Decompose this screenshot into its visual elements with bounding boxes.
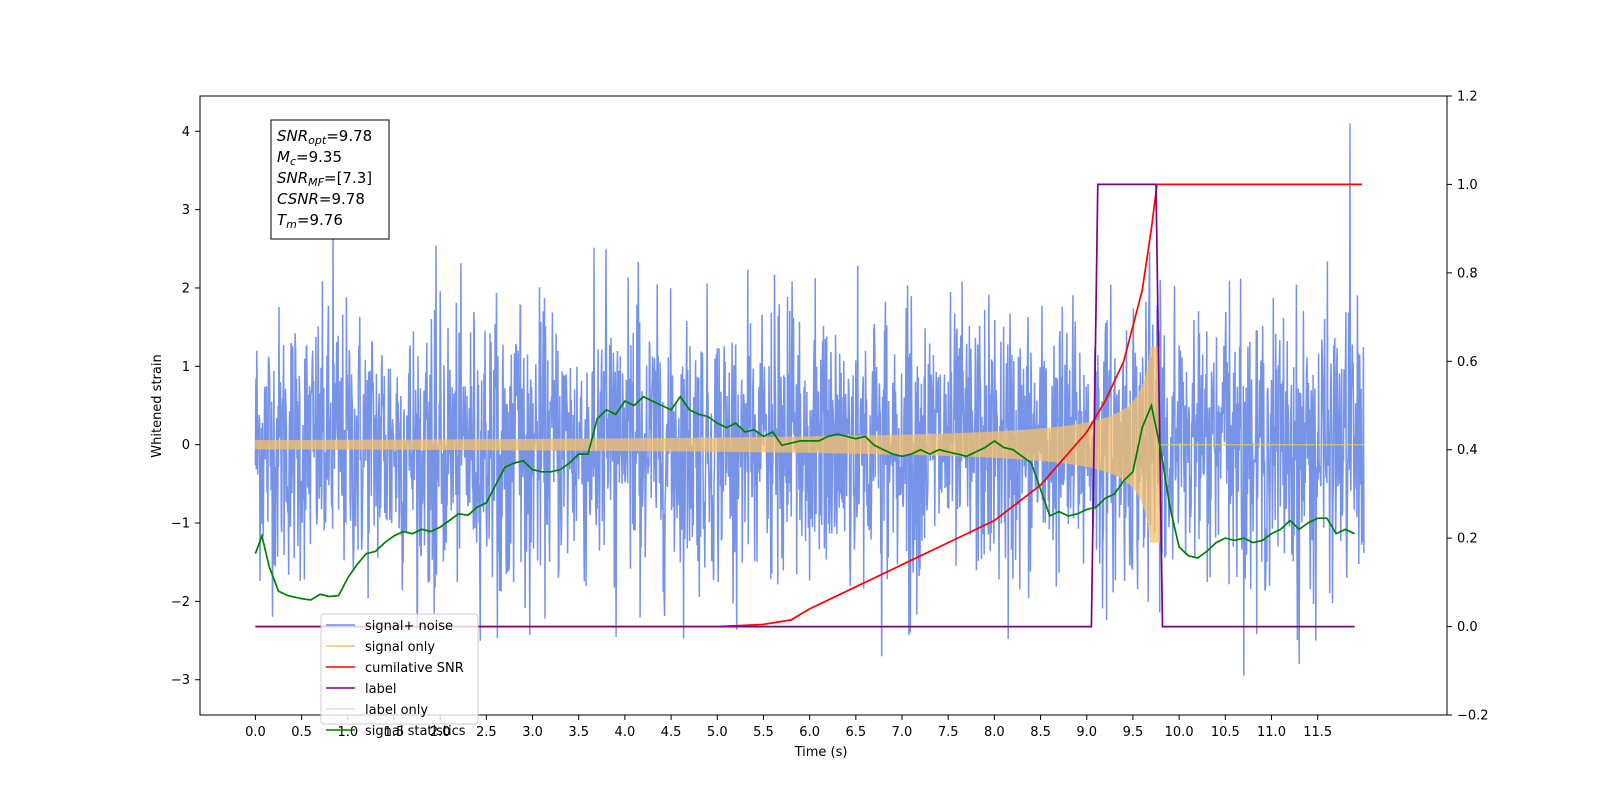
y-right-tick-label: 0.4: [1457, 443, 1478, 458]
y-left-tick-label: 2: [182, 281, 190, 296]
info-line: CSNR=9.78: [277, 190, 365, 208]
x-tick-label: 11.5: [1303, 725, 1332, 740]
x-tick-label: 0.5: [291, 725, 312, 740]
x-tick-label: 8.5: [1030, 725, 1051, 740]
series-label-line: [255, 183, 1355, 628]
x-tick-label: 9.0: [1076, 725, 1097, 740]
x-tick-label: 2.5: [476, 725, 497, 740]
right-axis-series: [254, 183, 1362, 628]
y-left-tick-label: −3: [171, 673, 190, 688]
x-tick-label: 7.0: [892, 725, 913, 740]
info-line: Mc=9.35: [277, 148, 342, 168]
y-left-tick-label: 1: [182, 360, 190, 375]
x-tick-label: 1.0: [337, 725, 358, 740]
signal-plus-noise-line: [254, 123, 1365, 676]
info-box-frame: [270, 119, 390, 240]
x-tick-label: 5.5: [753, 725, 774, 740]
y-right-tick-label: 1.0: [1457, 178, 1478, 193]
plot-frame: [199, 95, 1448, 716]
y-left-tick-label: 0: [182, 438, 190, 453]
x-tick-label: 8.0: [984, 725, 1005, 740]
y-right-tick-label: −0.2: [1457, 709, 1489, 724]
x-tick-label: 5.0: [707, 725, 728, 740]
y-left-tick-label: −1: [171, 517, 190, 532]
signal-only-line: [254, 346, 1364, 543]
y-right-tick-label: 0.2: [1457, 532, 1478, 547]
x-tick-label: 1.5: [384, 725, 405, 740]
legend-label-label: label: [365, 682, 396, 697]
y-axis-label-left: Whitened strain: [150, 354, 165, 457]
y-left-tick-label: −2: [171, 595, 190, 610]
info-line: SNRMF=[7.3]: [277, 169, 372, 189]
x-tick-label: 4.5: [661, 725, 682, 740]
x-tick-label: 0.0: [245, 725, 266, 740]
legend: signal+ noise signal only cumilative SNR la…: [320, 613, 479, 739]
x-tick-label: 2.0: [430, 725, 451, 740]
legend-label-signal-plus-noise: signal+ noise: [365, 619, 453, 634]
legend-frame: [320, 613, 479, 725]
x-tick-label: 11.0: [1257, 725, 1286, 740]
y-right-tick-label: 0.8: [1457, 266, 1478, 281]
series-signal-statistics-line: [254, 395, 1355, 601]
x-tick-label: 10.0: [1165, 725, 1194, 740]
x-tick-label: 6.5: [845, 725, 866, 740]
x-tick-label: 3.0: [522, 725, 543, 740]
legend-label-signal-statistics: signal statistics: [365, 724, 466, 739]
y-axis-right: 1.2 1.0 0.8 0.6 0.4 0.2 0.0 −0.2: [1447, 90, 1489, 724]
legend-label-label-only: label only: [365, 703, 428, 718]
y-right-tick-label: 0.6: [1457, 355, 1478, 370]
series-signal-plus-noise: [254, 123, 1365, 676]
y-right-tick-label: 1.2: [1457, 90, 1478, 105]
series-cumilative-snr-line: [255, 183, 1362, 628]
info-line: SNRopt=9.78: [277, 127, 372, 147]
x-axis-label: Time (s): [794, 745, 848, 760]
legend-label-signal-only: signal only: [365, 640, 435, 655]
y-left-tick-label: 4: [182, 125, 190, 140]
series-signal-only: [254, 346, 1364, 543]
x-tick-label: 9.5: [1123, 725, 1144, 740]
legend-label-cumilative-snr: cumilative SNR: [365, 661, 464, 676]
x-tick-label: 10.5: [1211, 725, 1240, 740]
x-tick-label: 3.5: [568, 725, 589, 740]
y-left-tick-label: 3: [182, 203, 190, 218]
x-tick-label: 7.5: [938, 725, 959, 740]
x-axis: 0.0 0.5 1.0 1.5 2.0 2.5 3.0 3.5 4.0 4.5 5.0 5.5 6.0 6…: [245, 715, 1332, 740]
info-line: Tm=9.76: [277, 211, 343, 231]
x-tick-label: 4.0: [615, 725, 636, 740]
y-right-tick-label: 0.0: [1457, 620, 1478, 635]
x-tick-label: 6.0: [799, 725, 820, 740]
y-axis-left: 4 3 2 1 0 −1 −2 −3: [171, 125, 200, 688]
